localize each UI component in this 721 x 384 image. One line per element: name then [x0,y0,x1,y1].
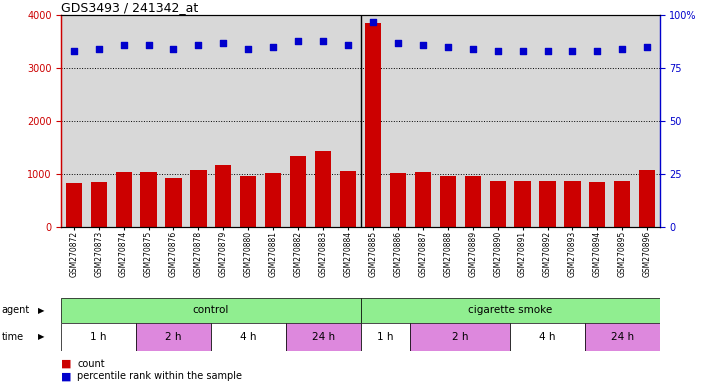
Text: 24 h: 24 h [611,332,634,342]
Point [242,46,254,52]
Text: 4 h: 4 h [240,332,257,342]
Bar [585,323,660,351]
Text: count: count [77,359,105,369]
Bar [61,298,360,323]
Point [68,48,79,55]
Point [417,42,428,48]
Point [267,44,279,50]
Point [93,46,105,52]
Point [616,46,628,52]
Point [193,42,204,48]
Point [317,38,329,44]
Bar [290,156,306,227]
Bar [66,183,82,227]
Bar [315,151,331,227]
Bar [91,182,107,227]
Point [367,19,379,25]
Point [592,48,603,55]
Text: ▶: ▶ [37,306,44,314]
Bar [390,173,406,227]
Text: percentile rank within the sample: percentile rank within the sample [77,371,242,381]
Bar [265,173,281,227]
Bar [490,180,505,227]
Text: GDS3493 / 241342_at: GDS3493 / 241342_at [61,1,198,14]
Text: ■: ■ [61,359,72,369]
Bar [211,323,286,351]
Bar [286,323,360,351]
Bar [61,323,136,351]
Point [541,48,553,55]
Bar [565,180,580,227]
Bar [165,178,182,227]
Point [293,38,304,44]
Point [218,40,229,46]
Text: 2 h: 2 h [452,332,469,342]
Text: control: control [193,305,229,315]
Bar [141,172,156,227]
Bar [365,23,381,227]
Bar [614,181,630,227]
Bar [440,176,456,227]
Text: 24 h: 24 h [311,332,335,342]
Bar [360,298,660,323]
Bar [360,323,410,351]
Text: ▶: ▶ [37,333,44,341]
Point [342,42,354,48]
Point [168,46,180,52]
Bar [589,182,606,227]
Text: cigarette smoke: cigarette smoke [468,305,552,315]
Point [517,48,528,55]
Text: agent: agent [1,305,30,315]
Text: ■: ■ [61,371,72,381]
Point [118,42,129,48]
Point [567,48,578,55]
Bar [415,172,431,227]
Point [143,42,154,48]
Point [467,46,479,52]
Point [442,44,454,50]
Text: 1 h: 1 h [90,332,107,342]
Bar [410,323,510,351]
Bar [216,166,231,227]
Bar [240,176,257,227]
Bar [115,172,132,227]
Bar [510,323,585,351]
Bar [340,170,356,227]
Text: time: time [1,332,24,342]
Bar [515,180,531,227]
Bar [539,180,556,227]
Bar [464,176,481,227]
Text: 1 h: 1 h [377,332,394,342]
Point [642,44,653,50]
Bar [136,323,211,351]
Point [492,48,503,55]
Point [392,40,404,46]
Bar [190,170,206,227]
Text: 4 h: 4 h [539,332,556,342]
Text: 2 h: 2 h [165,332,182,342]
Bar [639,170,655,227]
